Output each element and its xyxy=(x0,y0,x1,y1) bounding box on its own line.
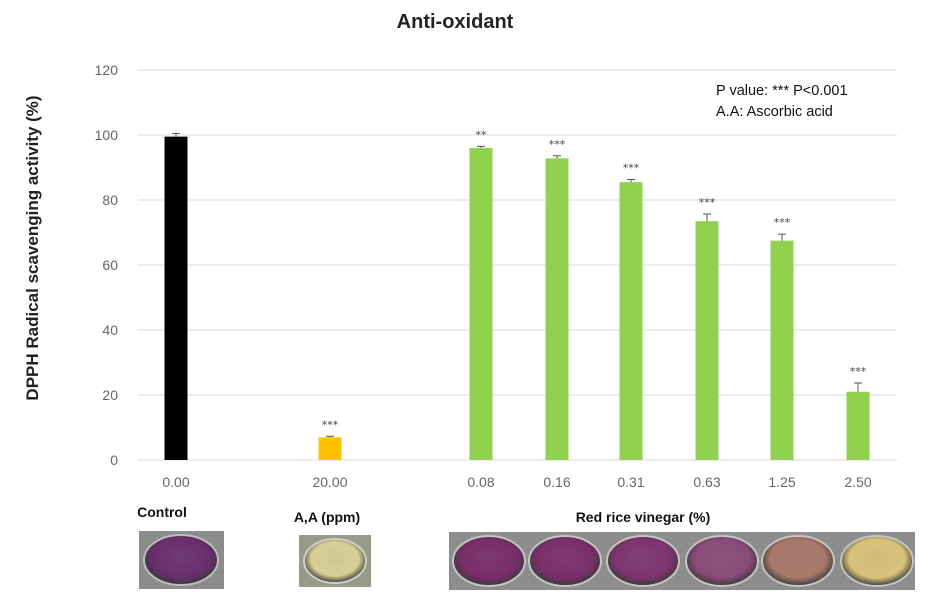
x-tick-label: 1.25 xyxy=(768,474,795,490)
significance-label: *** xyxy=(623,162,640,175)
y-tick-labels: 0 20 40 60 80 100 120 xyxy=(95,62,119,468)
significance-label: *** xyxy=(549,138,566,151)
y-axis-label: DPPH Radical scavenging activity (%) xyxy=(23,95,42,400)
significance-label: *** xyxy=(699,196,716,209)
error-bar xyxy=(172,132,180,137)
y-tick-label: 120 xyxy=(95,62,119,78)
significance-label: ** xyxy=(476,128,488,141)
error-bar xyxy=(854,382,862,392)
well xyxy=(452,535,526,587)
x-tick-label: 0.31 xyxy=(617,474,644,490)
y-tick-label: 40 xyxy=(102,322,118,338)
well xyxy=(143,534,219,586)
significance-label: *** xyxy=(774,216,791,229)
significance-label: *** xyxy=(322,418,339,431)
bar xyxy=(695,221,719,460)
well xyxy=(840,535,914,587)
well xyxy=(685,535,759,587)
group-labels: Control A,A (ppm) Red rice vinegar (%) xyxy=(137,504,710,525)
bar xyxy=(619,182,643,460)
y-tick-label: 60 xyxy=(102,257,118,273)
error-bar xyxy=(553,155,561,159)
group-label-control: Control xyxy=(137,504,187,520)
x-tick-label: 0.00 xyxy=(162,474,189,490)
well xyxy=(761,535,835,587)
annotation-p-value: P value: *** P<0.001 xyxy=(716,83,848,99)
x-tick-label: 2.50 xyxy=(844,474,871,490)
well-photos xyxy=(139,531,915,590)
bar xyxy=(770,240,794,460)
x-tick-label: 0.16 xyxy=(543,474,570,490)
x-tick-label: 0.63 xyxy=(693,474,720,490)
y-tick-label: 100 xyxy=(95,127,119,143)
significance-label: *** xyxy=(850,365,867,378)
bar xyxy=(164,136,188,460)
annotation-ascorbic-acid: A.A: Ascorbic acid xyxy=(716,104,833,120)
bar xyxy=(545,158,569,460)
error-bar xyxy=(477,145,485,148)
x-tick-label: 20.00 xyxy=(312,474,347,490)
chart-title: Anti-oxidant xyxy=(397,11,514,33)
error-bar xyxy=(326,435,334,438)
y-tick-label: 80 xyxy=(102,192,118,208)
x-tick-label: 0.08 xyxy=(467,474,494,490)
group-label-red-rice-vinegar: Red rice vinegar (%) xyxy=(576,509,711,525)
bar xyxy=(846,391,870,460)
well xyxy=(528,535,602,587)
annotation-box: P value: *** P<0.001 A.A: Ascorbic acid xyxy=(716,83,848,120)
x-tick-labels: 0.00 20.00 0.08 0.16 0.31 0.63 1.25 2.50 xyxy=(162,474,871,490)
error-bar xyxy=(627,179,635,183)
vinegar-photo-frame xyxy=(449,532,915,590)
gridlines xyxy=(138,69,897,461)
well xyxy=(606,535,680,587)
error-bar xyxy=(703,213,711,222)
group-label-ascorbic-acid: A,A (ppm) xyxy=(294,509,360,525)
y-tick-label: 20 xyxy=(102,387,118,403)
well xyxy=(303,538,367,584)
bar xyxy=(469,148,493,460)
y-tick-label: 0 xyxy=(110,452,118,468)
error-bar xyxy=(778,233,786,241)
bars: ******************** xyxy=(164,128,870,460)
bar xyxy=(318,437,342,460)
